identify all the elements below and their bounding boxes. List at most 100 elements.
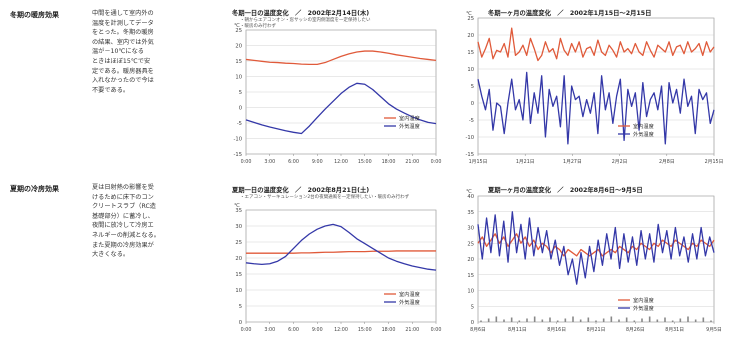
y-tick-label: 40: [467, 194, 474, 200]
x-tick-label: 1月27日: [563, 159, 582, 165]
x-tick-label: 21:00: [405, 327, 419, 333]
y-tick-label: 5: [239, 90, 242, 96]
data-bar: [671, 320, 674, 322]
legend-label: 外気温度: [399, 122, 420, 130]
y-tick-label: 10: [467, 67, 474, 73]
section-desc-summer: 夏は日射熱の影響を受 けるために床下のコン クリートスラブ（RC造 基礎部分）に…: [92, 183, 188, 260]
data-bar: [572, 316, 574, 322]
y-tick-label: 35: [467, 210, 474, 216]
y-tick-label: -15: [466, 152, 474, 158]
desc-line: 温が－10℃になる: [92, 48, 144, 56]
section-label-summer: 夏期の冷房効果: [10, 185, 59, 193]
plot-area: [477, 195, 715, 323]
series-line-indoor: [246, 250, 436, 254]
y-tick-label: 25: [467, 241, 474, 247]
x-tick-label: 0:00: [241, 327, 252, 333]
x-tick-label: 8月31日: [665, 327, 684, 333]
data-bar: [549, 317, 551, 322]
legend-label: 外気温度: [633, 304, 654, 312]
desc-line: ネルギーの削減となる。: [92, 231, 160, 239]
x-tick-label: 12:00: [334, 159, 348, 165]
series-line-outdoor: [477, 71, 715, 145]
x-tick-label: 15:00: [358, 159, 372, 165]
plot-area: [245, 209, 437, 323]
chart-subtitle: ・朝からエアコンオン・窓サッシの室内側温度を一定保持したい: [240, 18, 371, 23]
x-tick-label: 3:00: [264, 327, 275, 333]
x-tick-label: 6:00: [288, 327, 299, 333]
data-bar: [518, 320, 521, 322]
data-bar: [495, 316, 498, 322]
y-tick-label: 20: [467, 33, 474, 39]
y-tick-label: 15: [235, 272, 242, 278]
x-tick-label: 0:00: [431, 159, 442, 165]
data-bar: [679, 318, 682, 322]
y-tick-label: 30: [467, 226, 474, 232]
x-tick-label: 0:00: [241, 159, 252, 165]
y-tick-label: 5: [239, 304, 242, 310]
x-tick-label: 6:00: [288, 159, 299, 165]
data-bar: [625, 317, 628, 322]
data-bar: [656, 319, 659, 322]
x-tick-label: 2月15日: [705, 159, 724, 165]
x-tick-label: 8月11日: [508, 327, 527, 333]
x-tick-label: 21:00: [405, 159, 419, 165]
data-bar: [641, 318, 643, 322]
data-bar: [510, 317, 513, 322]
legend-label: 室内温度: [633, 122, 654, 130]
y-tick-label: -10: [234, 137, 242, 143]
series-line-indoor: [477, 233, 715, 257]
x-tick-label: 8月16日: [547, 327, 566, 333]
desc-line: 夏は日射熱の影響を受: [92, 184, 154, 191]
y-tick-label: -5: [469, 118, 474, 124]
legend-label: 外気温度: [633, 130, 654, 138]
series-line-indoor: [477, 27, 715, 62]
y-tick-label: 5: [471, 304, 474, 310]
x-tick-label: 3:00: [264, 159, 275, 165]
plot-area: [477, 17, 715, 155]
legend-label: 室内温度: [399, 114, 420, 122]
y-tick-label: 0: [239, 106, 242, 112]
series-line-outdoor: [477, 211, 715, 285]
data-bar: [694, 319, 697, 322]
series-line-outdoor: [245, 82, 437, 135]
data-bar: [602, 318, 605, 322]
data-bar: [687, 316, 689, 322]
data-bar: [541, 319, 544, 322]
series-line-indoor: [245, 50, 437, 66]
data-bar: [587, 317, 590, 322]
y-tick-label: 15: [467, 273, 474, 279]
data-bar: [579, 319, 582, 322]
y-tick-label: 30: [235, 224, 242, 230]
data-bar: [564, 318, 567, 322]
x-tick-label: 1月15日: [469, 159, 488, 165]
data-bar: [487, 318, 490, 322]
desc-line: 中間を通して室内外の: [92, 10, 154, 17]
y-tick-label: 10: [235, 288, 242, 294]
desc-line: 温度を計測してデータ: [92, 19, 154, 27]
x-tick-label: 9:00: [312, 327, 323, 333]
x-tick-label: 8月21日: [587, 327, 606, 333]
chart-title: 夏期一日の温度変化 ／ 2002年8月21日(土): [232, 187, 370, 194]
y-tick-label: -5: [237, 121, 242, 127]
x-tick-label: 15:00: [358, 327, 372, 333]
desc-line: 不要である。: [92, 86, 130, 94]
data-bar: [480, 320, 482, 322]
x-tick-label: 18:00: [382, 159, 396, 165]
y-unit-label: ℃: [234, 203, 240, 209]
data-bar: [710, 320, 712, 322]
chart-subtitle: ・エアコン・サーキュレーション2台の夜間通風を一定保持したい・暖房のみ行わず: [240, 195, 410, 200]
x-tick-label: 8月6日: [470, 327, 486, 333]
y-tick-label: 20: [235, 256, 242, 262]
desc-line: 夜間に放冷して冷房エ: [92, 222, 154, 230]
legend-label: 室内温度: [399, 290, 420, 298]
desc-line: の結果、室内では外気: [92, 38, 154, 46]
y-tick-label: 15: [235, 59, 242, 65]
y-unit-label: ℃: [466, 189, 472, 195]
chart-subtitle: ・暖房のみ行わず: [240, 24, 276, 29]
data-bar: [618, 319, 620, 322]
series-line-outdoor: [245, 223, 437, 271]
data-bar: [595, 320, 597, 322]
x-tick-label: 2月2日: [612, 159, 628, 165]
y-tick-label: 20: [235, 44, 242, 50]
x-tick-label: 1月21日: [516, 159, 535, 165]
